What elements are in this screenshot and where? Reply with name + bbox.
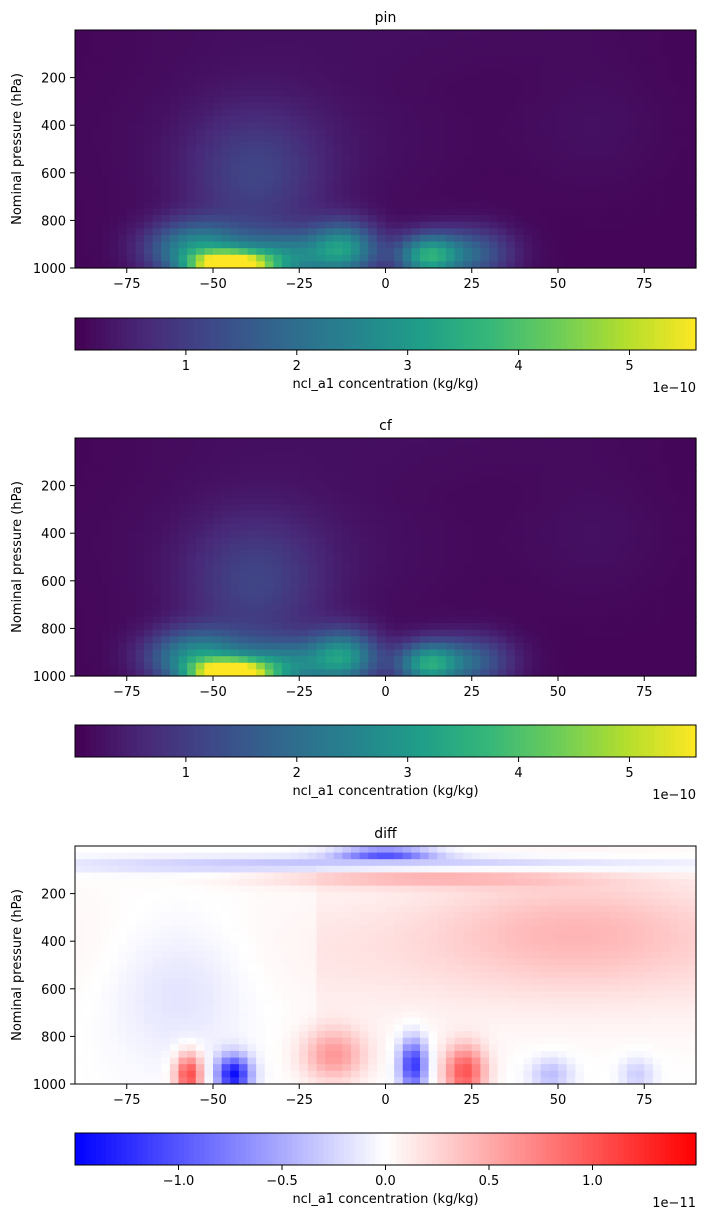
colorbar-tick-label: 5 <box>625 359 633 374</box>
colorbar-cf: 1 2 3 4 5 ncl_a1 concentration (kg/kg) 1e−10 <box>74 724 697 803</box>
colorbar-diff: −1.0 −0.5 0.0 0.5 1.0 ncl_a1 concentration (k… <box>74 1132 697 1211</box>
colorbar-tick-label: 5 <box>625 766 633 781</box>
x-tick-label: 75 <box>636 277 653 292</box>
y-axis-label-pin: Nominal pressure (hPa) <box>10 73 25 225</box>
colorbar-tick-label: 2 <box>293 359 301 374</box>
y-tick-label: 600 <box>41 575 66 590</box>
colorbar-tick-label: 4 <box>514 766 522 781</box>
heatmap-pin <box>75 30 697 269</box>
colorbar-tick-label: −0.5 <box>266 1174 298 1189</box>
y-tick-label: 200 <box>41 480 66 495</box>
colorbar-exponent-cf: 1e−10 <box>652 788 696 803</box>
y-tick-label: 800 <box>41 622 66 637</box>
y-tick-label: 400 <box>41 119 66 134</box>
x-tick-label: 0 <box>381 1093 389 1108</box>
x-tick-label: 50 <box>550 1093 567 1108</box>
colorbar-tick-label: 3 <box>404 766 412 781</box>
x-tick-label: 25 <box>463 685 480 700</box>
colorbar-label-cf: ncl_a1 concentration (kg/kg) <box>292 784 478 799</box>
y-tick-label: 600 <box>41 983 66 998</box>
y-axis-label-cf: Nominal pressure (hPa) <box>10 481 25 633</box>
colorbar-tick-label: 1 <box>182 766 190 781</box>
x-tick-label: −75 <box>113 685 140 700</box>
y-tick-label: 1000 <box>33 1078 66 1093</box>
colorbar-exponent-pin: 1e−10 <box>652 381 696 396</box>
colorbar-pin: 1 2 3 4 5 ncl_a1 concentration (kg/kg) 1e−10 <box>74 317 697 396</box>
y-tick-label: 200 <box>41 72 66 87</box>
chart-title-pin: pin <box>375 10 397 26</box>
panel-cf: cf−75 −50 −25 0 25 50 752004006008001000Nomina… <box>10 418 697 803</box>
colorbar-exponent-diff: 1e−11 <box>652 1196 696 1211</box>
x-tick-label: 0 <box>381 277 389 292</box>
y-tick-label: 800 <box>41 214 66 229</box>
y-axis-label-diff: Nominal pressure (hPa) <box>10 889 25 1041</box>
y-tick-label: 600 <box>41 167 66 182</box>
colorbar-tick-label: 3 <box>404 359 412 374</box>
colorbar-label-diff: ncl_a1 concentration (kg/kg) <box>292 1192 478 1207</box>
chart-title-diff: diff <box>374 826 397 842</box>
colorbar-tick-label: 4 <box>514 359 522 374</box>
colorbar-tick-label: 1.0 <box>582 1174 603 1189</box>
y-tick-label: 800 <box>41 1030 66 1045</box>
x-tick-label: −25 <box>286 1093 313 1108</box>
x-tick-label: −50 <box>199 277 226 292</box>
y-tick-label: 400 <box>41 935 66 950</box>
y-tick-label: 400 <box>41 527 66 542</box>
y-tick-label: 200 <box>41 888 66 903</box>
chart-title-cf: cf <box>379 418 393 434</box>
heatmap-diff <box>75 846 697 1085</box>
x-tick-label: −50 <box>199 1093 226 1108</box>
panel-pin: pin−75 −50 −25 0 25 50 752004006008001000Nomin… <box>10 10 697 396</box>
colorbar-tick-label: 0.5 <box>479 1174 500 1189</box>
x-tick-label: 75 <box>636 1093 653 1108</box>
x-tick-label: −50 <box>199 685 226 700</box>
colorbar-tick-label: 0.0 <box>375 1174 396 1189</box>
x-tick-label: −25 <box>286 685 313 700</box>
x-tick-label: −25 <box>286 277 313 292</box>
x-tick-label: 0 <box>381 685 389 700</box>
x-tick-label: −75 <box>113 277 140 292</box>
panel-diff: diff −75 −50 −25 0 25 50 75 200 400 600 800 1000 Nomi… <box>10 826 697 1211</box>
y-tick-label: 1000 <box>33 262 66 277</box>
colorbar-frame <box>74 724 697 758</box>
x-tick-label: 50 <box>550 685 567 700</box>
x-tick-label: 25 <box>463 1093 480 1108</box>
x-tick-label: 50 <box>550 277 567 292</box>
x-tick-label: 75 <box>636 685 653 700</box>
x-tick-label: 25 <box>463 277 480 292</box>
colorbar-tick-label: 2 <box>293 766 301 781</box>
colorbar-frame <box>74 317 697 351</box>
x-tick-label: −75 <box>113 1093 140 1108</box>
heatmap-cf <box>75 438 697 677</box>
colorbar-tick-label: 1 <box>182 359 190 374</box>
y-tick-label: 1000 <box>33 670 66 685</box>
colorbar-label-pin: ncl_a1 concentration (kg/kg) <box>292 377 478 392</box>
colorbar-tick-label: −1.0 <box>163 1174 195 1189</box>
